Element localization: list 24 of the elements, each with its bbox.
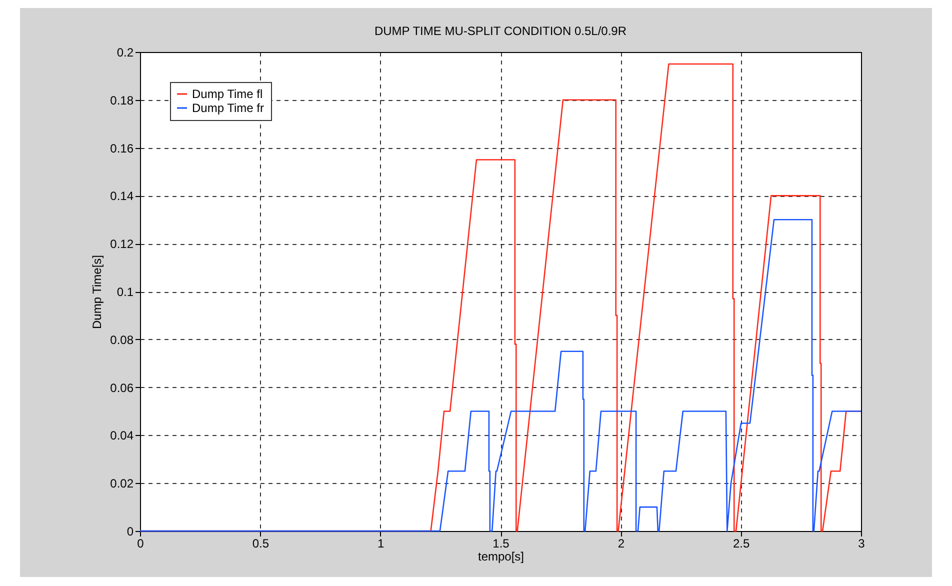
x-tick-label: 1.5 <box>492 536 510 550</box>
y-axis-title: Dump Time[s] <box>90 254 104 330</box>
line-series <box>139 219 862 532</box>
x-tick-label: 0 <box>137 536 144 550</box>
y-tick-label: 0.16 <box>110 141 134 156</box>
x-axis-title: tempo[s] <box>478 550 524 564</box>
y-tick-label: 0.14 <box>110 189 134 204</box>
y-tick-label: 0.12 <box>110 237 134 252</box>
legend-label: Dump Time fl <box>192 87 263 101</box>
y-tick-label: 0.2 <box>116 46 134 60</box>
x-tick-label: 2 <box>618 536 625 550</box>
x-tick-label: 3 <box>858 536 866 550</box>
y-tick-label: 0.18 <box>110 93 134 108</box>
legend-label: Dump Time fr <box>192 101 264 115</box>
y-tick-label: 0.08 <box>110 332 134 347</box>
y-tick-label: 0 <box>126 524 134 538</box>
y-tick-label: 0.04 <box>110 428 134 443</box>
chart-title: DUMP TIME MU-SPLIT CONDITION 0.5L/0.9R <box>374 24 627 38</box>
x-tick-label: 1 <box>377 536 384 550</box>
y-tick-label: 0.06 <box>110 380 134 395</box>
y-tick-label: 0.1 <box>116 285 134 299</box>
x-tick-label: 2.5 <box>732 536 750 550</box>
x-tick-label: 0.5 <box>252 536 270 550</box>
y-tick-label: 0.02 <box>110 476 134 491</box>
